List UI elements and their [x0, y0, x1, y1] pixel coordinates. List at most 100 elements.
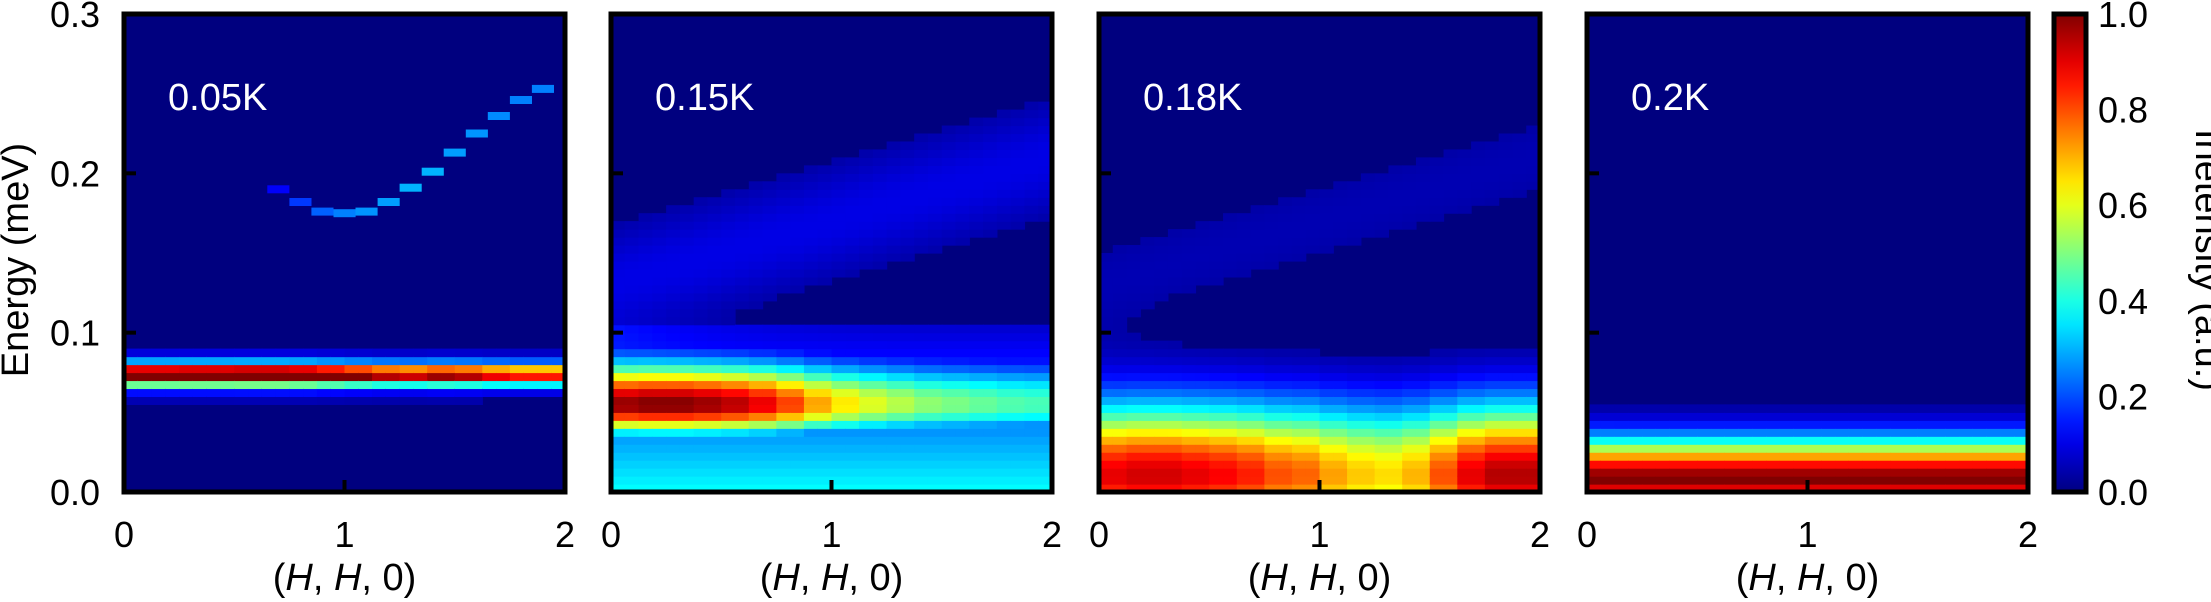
heatmap-cell: [1655, 420, 1671, 429]
heatmap-cell: [748, 213, 764, 222]
heatmap-cell: [1126, 348, 1141, 358]
heatmap-cell: [872, 404, 888, 413]
heatmap-cell: [693, 444, 709, 453]
heatmap-cell: [624, 460, 640, 469]
heatmap-cell: [1024, 141, 1039, 151]
heatmap-cell: [1154, 237, 1169, 246]
heatmap-cell: [748, 404, 764, 413]
heatmap-cell: [1862, 412, 1878, 421]
heatmap-cell: [790, 181, 805, 190]
heatmap-cell: [1038, 197, 1053, 206]
heatmap-cell: [927, 173, 943, 182]
heatmap-cell: [762, 484, 777, 493]
heatmap-cell: [275, 356, 290, 366]
heatmap-cell: [1154, 452, 1169, 461]
heatmap-cell: [206, 388, 222, 397]
heatmap-cell: [693, 372, 709, 382]
heatmap-cell: [927, 364, 943, 374]
heatmap-cell: [776, 245, 791, 254]
heatmap-cell: [996, 420, 1012, 429]
heatmap-cell: [1264, 460, 1279, 469]
heatmap-cell: [523, 356, 539, 366]
heatmap-cell: [1402, 476, 1417, 485]
heatmap-cell: [1264, 436, 1279, 445]
heatmap-cell: [886, 348, 902, 358]
heatmap-cell: [1010, 444, 1026, 453]
heatmap-cell: [220, 380, 235, 390]
heatmap-cell: [859, 356, 874, 366]
heatmap-cell: [1038, 117, 1053, 127]
heatmap-cell: [624, 468, 640, 477]
heatmap-cell: [1305, 364, 1321, 374]
heatmap-cell: [330, 396, 346, 405]
heatmap-cell: [1024, 213, 1039, 222]
heatmap-cell: [886, 197, 902, 206]
x-axis-title: (H, H, 0): [1248, 557, 1392, 599]
heatmap-cell: [1333, 237, 1348, 246]
heatmap-cell: [762, 436, 777, 445]
heatmap-cell: [1223, 237, 1238, 246]
heatmap-cell: [748, 268, 764, 278]
heatmap-cell: [1236, 372, 1252, 382]
heatmap-cell: [1223, 372, 1238, 382]
heatmap-cell: [1140, 253, 1155, 262]
heatmap-cell: [2014, 420, 2029, 429]
heatmap-cell: [1126, 245, 1141, 254]
heatmap-cell: [1278, 404, 1293, 413]
heatmap-cell: [611, 316, 626, 326]
heatmap-cell: [1264, 452, 1279, 461]
heatmap-cell: [537, 348, 552, 358]
heatmap-cell: [1024, 348, 1039, 358]
heatmap-cell: [1498, 364, 1514, 374]
heatmap-cell: [817, 268, 833, 278]
heatmap-cell: [1195, 372, 1210, 382]
heatmap-cell: [817, 276, 833, 286]
heatmap-cell: [914, 237, 929, 246]
heatmap-cell: [1278, 444, 1293, 453]
heatmap-cell: [1291, 412, 1307, 421]
x-tick-label: 1: [334, 514, 354, 555]
heatmap-cell: [1512, 452, 1527, 461]
heatmap-cell: [1038, 412, 1053, 421]
heatmap-cell: [735, 420, 750, 429]
heatmap-cell: [955, 348, 970, 358]
heatmap-cell: [1697, 404, 1712, 413]
heatmap-cell: [1250, 380, 1265, 390]
heatmap-cell: [1931, 428, 1946, 437]
heatmap-cell: [1959, 428, 1974, 437]
heatmap-cell: [817, 420, 833, 429]
heatmap-cell: [900, 396, 915, 405]
heatmap-cell: [927, 412, 943, 421]
heatmap-cell: [886, 444, 902, 453]
heatmap-cell: [707, 380, 722, 390]
heatmap-cell: [1443, 189, 1458, 198]
heatmap-cell: [1167, 372, 1183, 382]
heatmap-cell: [1099, 468, 1114, 477]
heatmap-cell: [1498, 141, 1514, 151]
heatmap-cell: [1099, 412, 1114, 421]
heatmap-cell: [790, 253, 805, 262]
heatmap-cell: [1986, 444, 2002, 453]
heatmap-cell: [1264, 476, 1279, 485]
heatmap-cell: [831, 197, 846, 206]
heatmap-cell: [969, 412, 984, 421]
heatmap-cell: [413, 372, 428, 382]
heatmap-cell: [735, 253, 750, 262]
heatmap-cell: [776, 436, 791, 445]
heatmap-cell: [1112, 452, 1128, 461]
heatmap-cell: [1807, 420, 1822, 429]
heatmap-cell: [1614, 476, 1629, 485]
heatmap-cell: [1945, 436, 1960, 445]
heatmap-cell: [721, 221, 736, 230]
heatmap-cell: [1402, 205, 1417, 214]
heatmap-cell: [803, 268, 819, 278]
heatmap-cell: [1038, 380, 1053, 390]
heatmap-cell: [2000, 444, 2015, 453]
heatmap-cell: [1181, 276, 1197, 286]
heatmap-cell: [776, 197, 791, 206]
heatmap-cell: [1457, 404, 1472, 413]
heatmap-cell: [1154, 380, 1169, 390]
heatmap-cell: [900, 356, 915, 366]
heatmap-cell: [803, 324, 819, 334]
heatmap-cell: [859, 149, 874, 158]
